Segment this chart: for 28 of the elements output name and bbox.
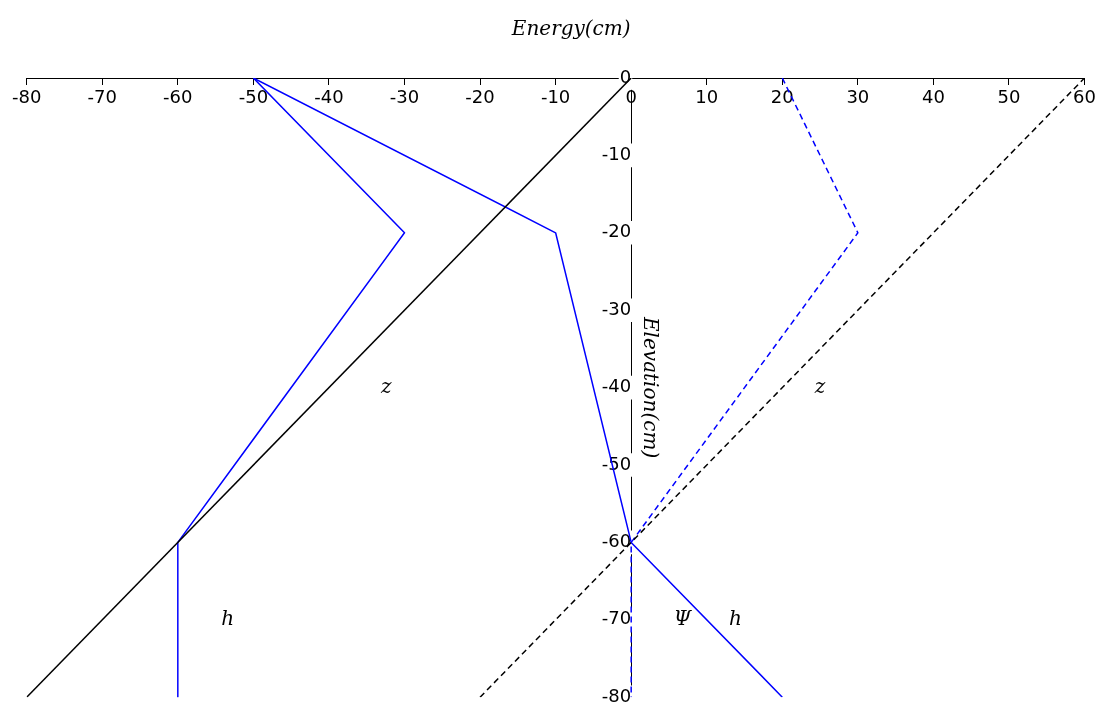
x-tick-label: -10 bbox=[540, 86, 571, 108]
x-tick-label: -20 bbox=[465, 86, 495, 108]
y-tick-label: -40 bbox=[601, 375, 632, 397]
y-tick-label: -80 bbox=[601, 684, 632, 706]
x-tick-label: -80 bbox=[12, 86, 42, 108]
x-tick-label: 20 bbox=[770, 86, 794, 108]
x-axis-title: Energy(cm) bbox=[510, 16, 631, 41]
x-tick-label: -40 bbox=[314, 86, 344, 108]
annotation: z bbox=[813, 373, 826, 398]
y-tick-label: -10 bbox=[601, 143, 632, 165]
x-tick-label: 30 bbox=[846, 86, 870, 108]
annotation: Ψ bbox=[673, 606, 693, 630]
annotation: z bbox=[380, 373, 393, 398]
x-tick-label: 50 bbox=[997, 86, 1021, 108]
x-tick-label: -60 bbox=[163, 86, 193, 108]
y-tick-label: -60 bbox=[601, 530, 632, 552]
y-axis-title: Elevation(cm) bbox=[638, 316, 663, 459]
annotation: h bbox=[729, 606, 742, 630]
x-tick-label: 40 bbox=[921, 86, 945, 108]
y-tick-label: -70 bbox=[601, 607, 632, 629]
x-tick-label: -30 bbox=[389, 86, 420, 108]
x-tick-label: -70 bbox=[87, 86, 117, 108]
annotation: h bbox=[221, 606, 235, 630]
x-tick-label: 60 bbox=[1073, 86, 1096, 108]
x-tick-label: 10 bbox=[695, 86, 719, 108]
y-tick-label: -30 bbox=[601, 297, 632, 319]
x-tick-label: -50 bbox=[238, 86, 269, 108]
y-tick-label: -20 bbox=[601, 220, 632, 242]
